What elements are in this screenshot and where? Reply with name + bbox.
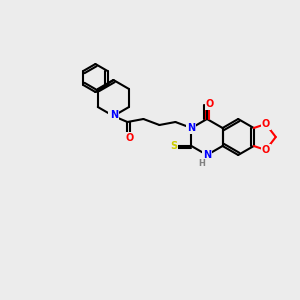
Text: O: O	[206, 99, 214, 109]
Text: N: N	[109, 111, 118, 121]
Text: O: O	[262, 145, 270, 155]
Text: H: H	[199, 158, 206, 167]
Text: N: N	[110, 110, 118, 120]
Text: O: O	[262, 119, 270, 129]
Text: N: N	[187, 123, 196, 133]
Text: O: O	[125, 133, 134, 143]
Text: N: N	[203, 150, 211, 160]
Text: S: S	[170, 141, 177, 151]
